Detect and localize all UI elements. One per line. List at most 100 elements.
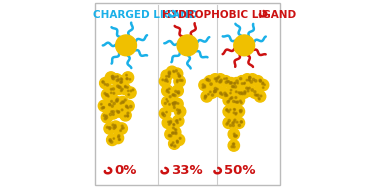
Circle shape (234, 86, 237, 88)
Circle shape (124, 85, 126, 87)
Circle shape (240, 77, 242, 80)
Circle shape (120, 78, 122, 80)
Circle shape (116, 79, 118, 82)
Circle shape (168, 91, 170, 93)
Circle shape (122, 127, 124, 129)
Circle shape (252, 76, 264, 87)
Circle shape (217, 77, 219, 79)
Circle shape (257, 94, 259, 96)
Circle shape (169, 138, 180, 149)
Circle shape (254, 91, 266, 102)
Circle shape (247, 90, 249, 92)
Circle shape (236, 112, 237, 114)
Circle shape (177, 103, 179, 104)
Circle shape (159, 108, 171, 119)
Circle shape (232, 100, 235, 102)
Circle shape (228, 83, 240, 94)
Circle shape (172, 94, 174, 96)
Circle shape (167, 89, 178, 100)
Circle shape (240, 100, 241, 102)
Circle shape (167, 100, 178, 112)
Circle shape (229, 82, 231, 84)
Circle shape (242, 93, 243, 95)
Circle shape (212, 85, 223, 96)
Circle shape (220, 76, 231, 87)
Circle shape (110, 121, 122, 132)
Circle shape (105, 116, 108, 119)
Circle shape (112, 124, 114, 126)
Circle shape (118, 86, 120, 88)
Circle shape (217, 87, 228, 98)
Circle shape (251, 89, 254, 91)
Circle shape (234, 35, 255, 56)
Circle shape (218, 76, 220, 78)
Circle shape (260, 80, 261, 81)
Circle shape (231, 82, 232, 84)
Circle shape (168, 72, 170, 74)
Circle shape (168, 88, 170, 90)
Circle shape (172, 142, 174, 144)
Circle shape (206, 79, 209, 81)
Circle shape (166, 89, 168, 91)
Circle shape (123, 100, 134, 112)
Circle shape (169, 103, 170, 105)
Circle shape (244, 82, 246, 84)
Circle shape (236, 80, 238, 82)
Circle shape (111, 74, 122, 85)
Circle shape (116, 35, 136, 56)
Circle shape (179, 119, 181, 120)
Circle shape (124, 99, 126, 101)
Circle shape (222, 94, 223, 95)
Circle shape (220, 79, 222, 81)
Circle shape (130, 90, 132, 92)
Circle shape (174, 106, 186, 117)
Circle shape (234, 135, 236, 137)
Circle shape (230, 124, 232, 127)
Circle shape (243, 83, 245, 84)
Circle shape (172, 103, 174, 104)
Circle shape (164, 80, 166, 82)
Text: HYDROPHOBIC LIGAND: HYDROPHOBIC LIGAND (162, 10, 296, 20)
Circle shape (117, 85, 119, 88)
Circle shape (106, 94, 108, 96)
Circle shape (206, 87, 218, 98)
Circle shape (109, 104, 111, 106)
Circle shape (177, 73, 179, 75)
Circle shape (98, 100, 109, 112)
Circle shape (114, 106, 125, 117)
Circle shape (112, 77, 114, 79)
Circle shape (172, 132, 174, 134)
Circle shape (105, 94, 108, 96)
Circle shape (252, 78, 255, 81)
Circle shape (102, 107, 104, 109)
Circle shape (228, 117, 240, 129)
Circle shape (116, 100, 118, 102)
Circle shape (168, 123, 170, 125)
Circle shape (244, 85, 255, 96)
Circle shape (117, 76, 128, 87)
Circle shape (121, 128, 123, 129)
Circle shape (114, 126, 116, 128)
Circle shape (113, 127, 115, 129)
Circle shape (226, 81, 229, 82)
Circle shape (231, 85, 234, 88)
Circle shape (163, 114, 166, 117)
Circle shape (166, 76, 167, 77)
Circle shape (226, 123, 228, 125)
Circle shape (240, 121, 242, 123)
Circle shape (244, 92, 246, 93)
Circle shape (105, 98, 116, 110)
Circle shape (240, 121, 242, 123)
Circle shape (205, 95, 207, 97)
Circle shape (228, 94, 240, 106)
Circle shape (124, 115, 126, 117)
Circle shape (233, 112, 235, 114)
Circle shape (213, 91, 216, 93)
Circle shape (111, 96, 122, 108)
Circle shape (113, 138, 114, 139)
Circle shape (111, 111, 112, 112)
Circle shape (120, 81, 122, 83)
Circle shape (240, 102, 242, 104)
Circle shape (119, 139, 120, 140)
Circle shape (117, 136, 120, 138)
